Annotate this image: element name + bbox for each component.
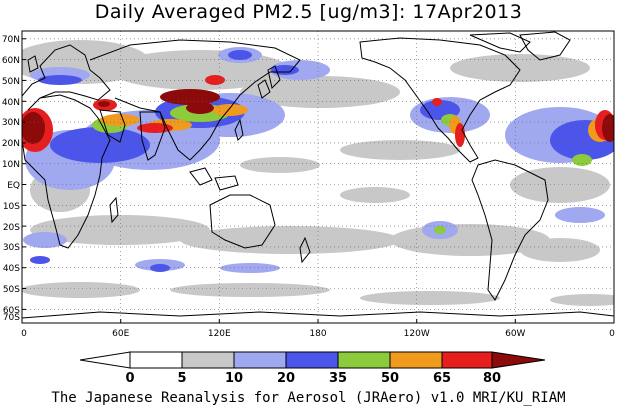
colorbar-label: 65 [433, 371, 451, 386]
colorbar-low-arrow [79, 351, 131, 369]
lon-label: 0 [21, 329, 27, 339]
lon-label: 60E [112, 329, 129, 339]
credit-line: The Japanese Reanalysis for Aerosol (JRA… [51, 390, 566, 406]
colorbar-labels: 0 5 10 20 35 50 65 80 [125, 371, 501, 386]
lon-labels: 0 60E 120E 180 120W 60W 0 [21, 329, 615, 339]
colorbar-high-arrow [491, 351, 546, 369]
colorbar-label: 50 [381, 371, 399, 386]
colorbar-swatch [233, 351, 287, 369]
lat-label: 30S [3, 243, 20, 253]
colorbar-label: 35 [329, 371, 347, 386]
lat-label: 30N [2, 118, 20, 128]
lat-label: 70N [2, 35, 20, 45]
colorbar-swatch [441, 351, 493, 369]
lon-label: 120E [208, 329, 231, 339]
lat-label: EQ [7, 181, 20, 191]
colorbar-swatch [389, 351, 443, 369]
lat-label: 10S [3, 202, 20, 212]
lon-label: 120W [404, 329, 430, 339]
lat-label: 60N [2, 56, 20, 66]
lat-labels: 70N 60N 50N 40N 30N 20N 10N EQ 10S 20S 3… [2, 35, 20, 323]
grid-lines [22, 31, 614, 323]
level-80-plus [22, 89, 614, 144]
lat-label: 50S [3, 285, 20, 295]
lat-label: 50N [2, 77, 20, 87]
colorbar-swatch [129, 351, 183, 369]
colorbar-label: 5 [177, 371, 186, 386]
colorbar-label: 80 [483, 371, 501, 386]
lon-ticks [120, 319, 516, 323]
lon-label: 0 [609, 329, 615, 339]
lon-label: 180 [309, 329, 326, 339]
colorbar-swatch [337, 351, 391, 369]
lat-ticks [22, 38, 26, 310]
lat-label: 20N [2, 139, 20, 149]
lat-label: 40S [3, 264, 20, 274]
colorbar-label: 10 [225, 371, 243, 386]
colorbar-label: 20 [277, 371, 295, 386]
colorbar [79, 351, 546, 369]
coastlines [22, 31, 614, 319]
lon-label: 60W [505, 329, 525, 339]
colorbar-swatch [285, 351, 339, 369]
lat-label: 20S [3, 223, 20, 233]
map-title: Daily Averaged PM2.5 [ug/m3]: 17Apr2013 [94, 1, 523, 23]
colorbar-swatch [181, 351, 235, 369]
lat-label: 60S [3, 306, 20, 316]
colorbar-label: 0 [125, 371, 134, 386]
lat-label: 10N [2, 160, 20, 170]
lat-label: 40N [2, 98, 20, 108]
lat-label: 70S [3, 313, 20, 323]
